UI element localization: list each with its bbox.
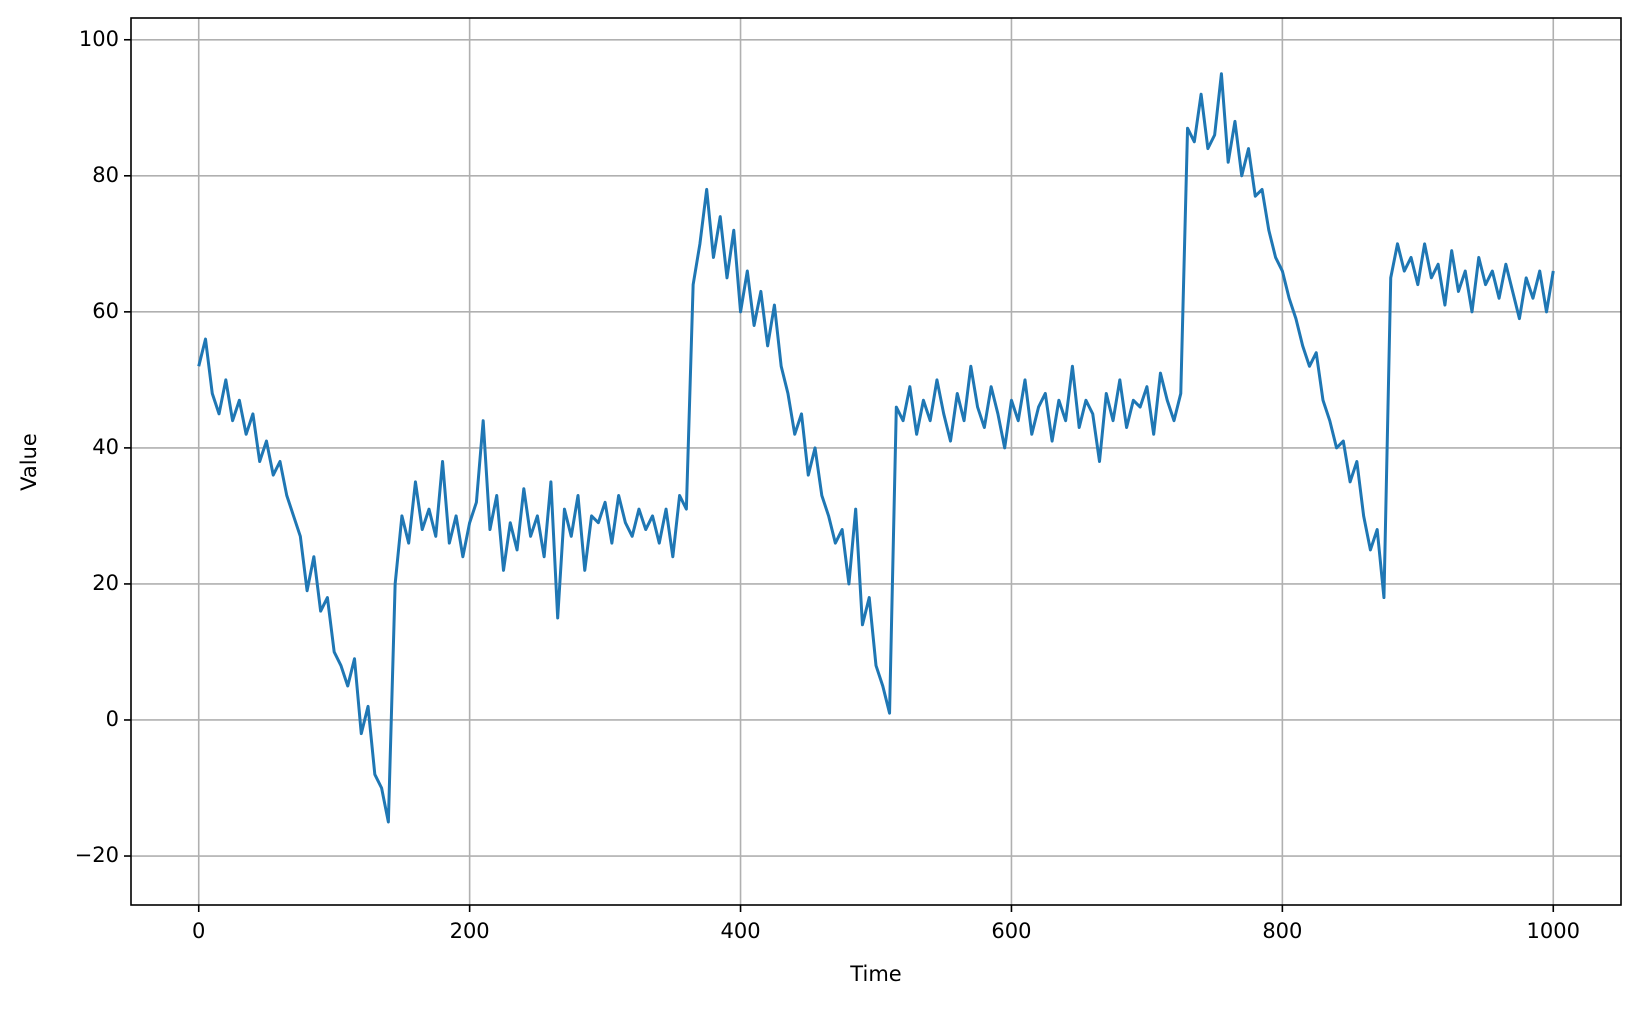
x-tick-label: 200 [450,919,490,943]
x-tick-label: 800 [1262,919,1302,943]
y-tick-label: 0 [106,707,119,731]
y-tick-label: 20 [92,571,119,595]
y-axis-label: Value [17,433,41,491]
x-tick-label: 1000 [1527,919,1580,943]
data-line [197,72,1555,824]
y-tick-label: 100 [79,27,119,51]
y-tick-label: 40 [92,435,119,459]
y-tick-label: 80 [92,163,119,187]
plot-frame [130,17,1622,906]
y-tick-label: −20 [75,843,119,867]
x-tick-label: 400 [720,919,760,943]
x-axis-label: Time [849,962,901,986]
y-tick-label: 60 [92,299,119,323]
x-tick-label: 600 [991,919,1031,943]
x-tick-label: 0 [192,919,205,943]
